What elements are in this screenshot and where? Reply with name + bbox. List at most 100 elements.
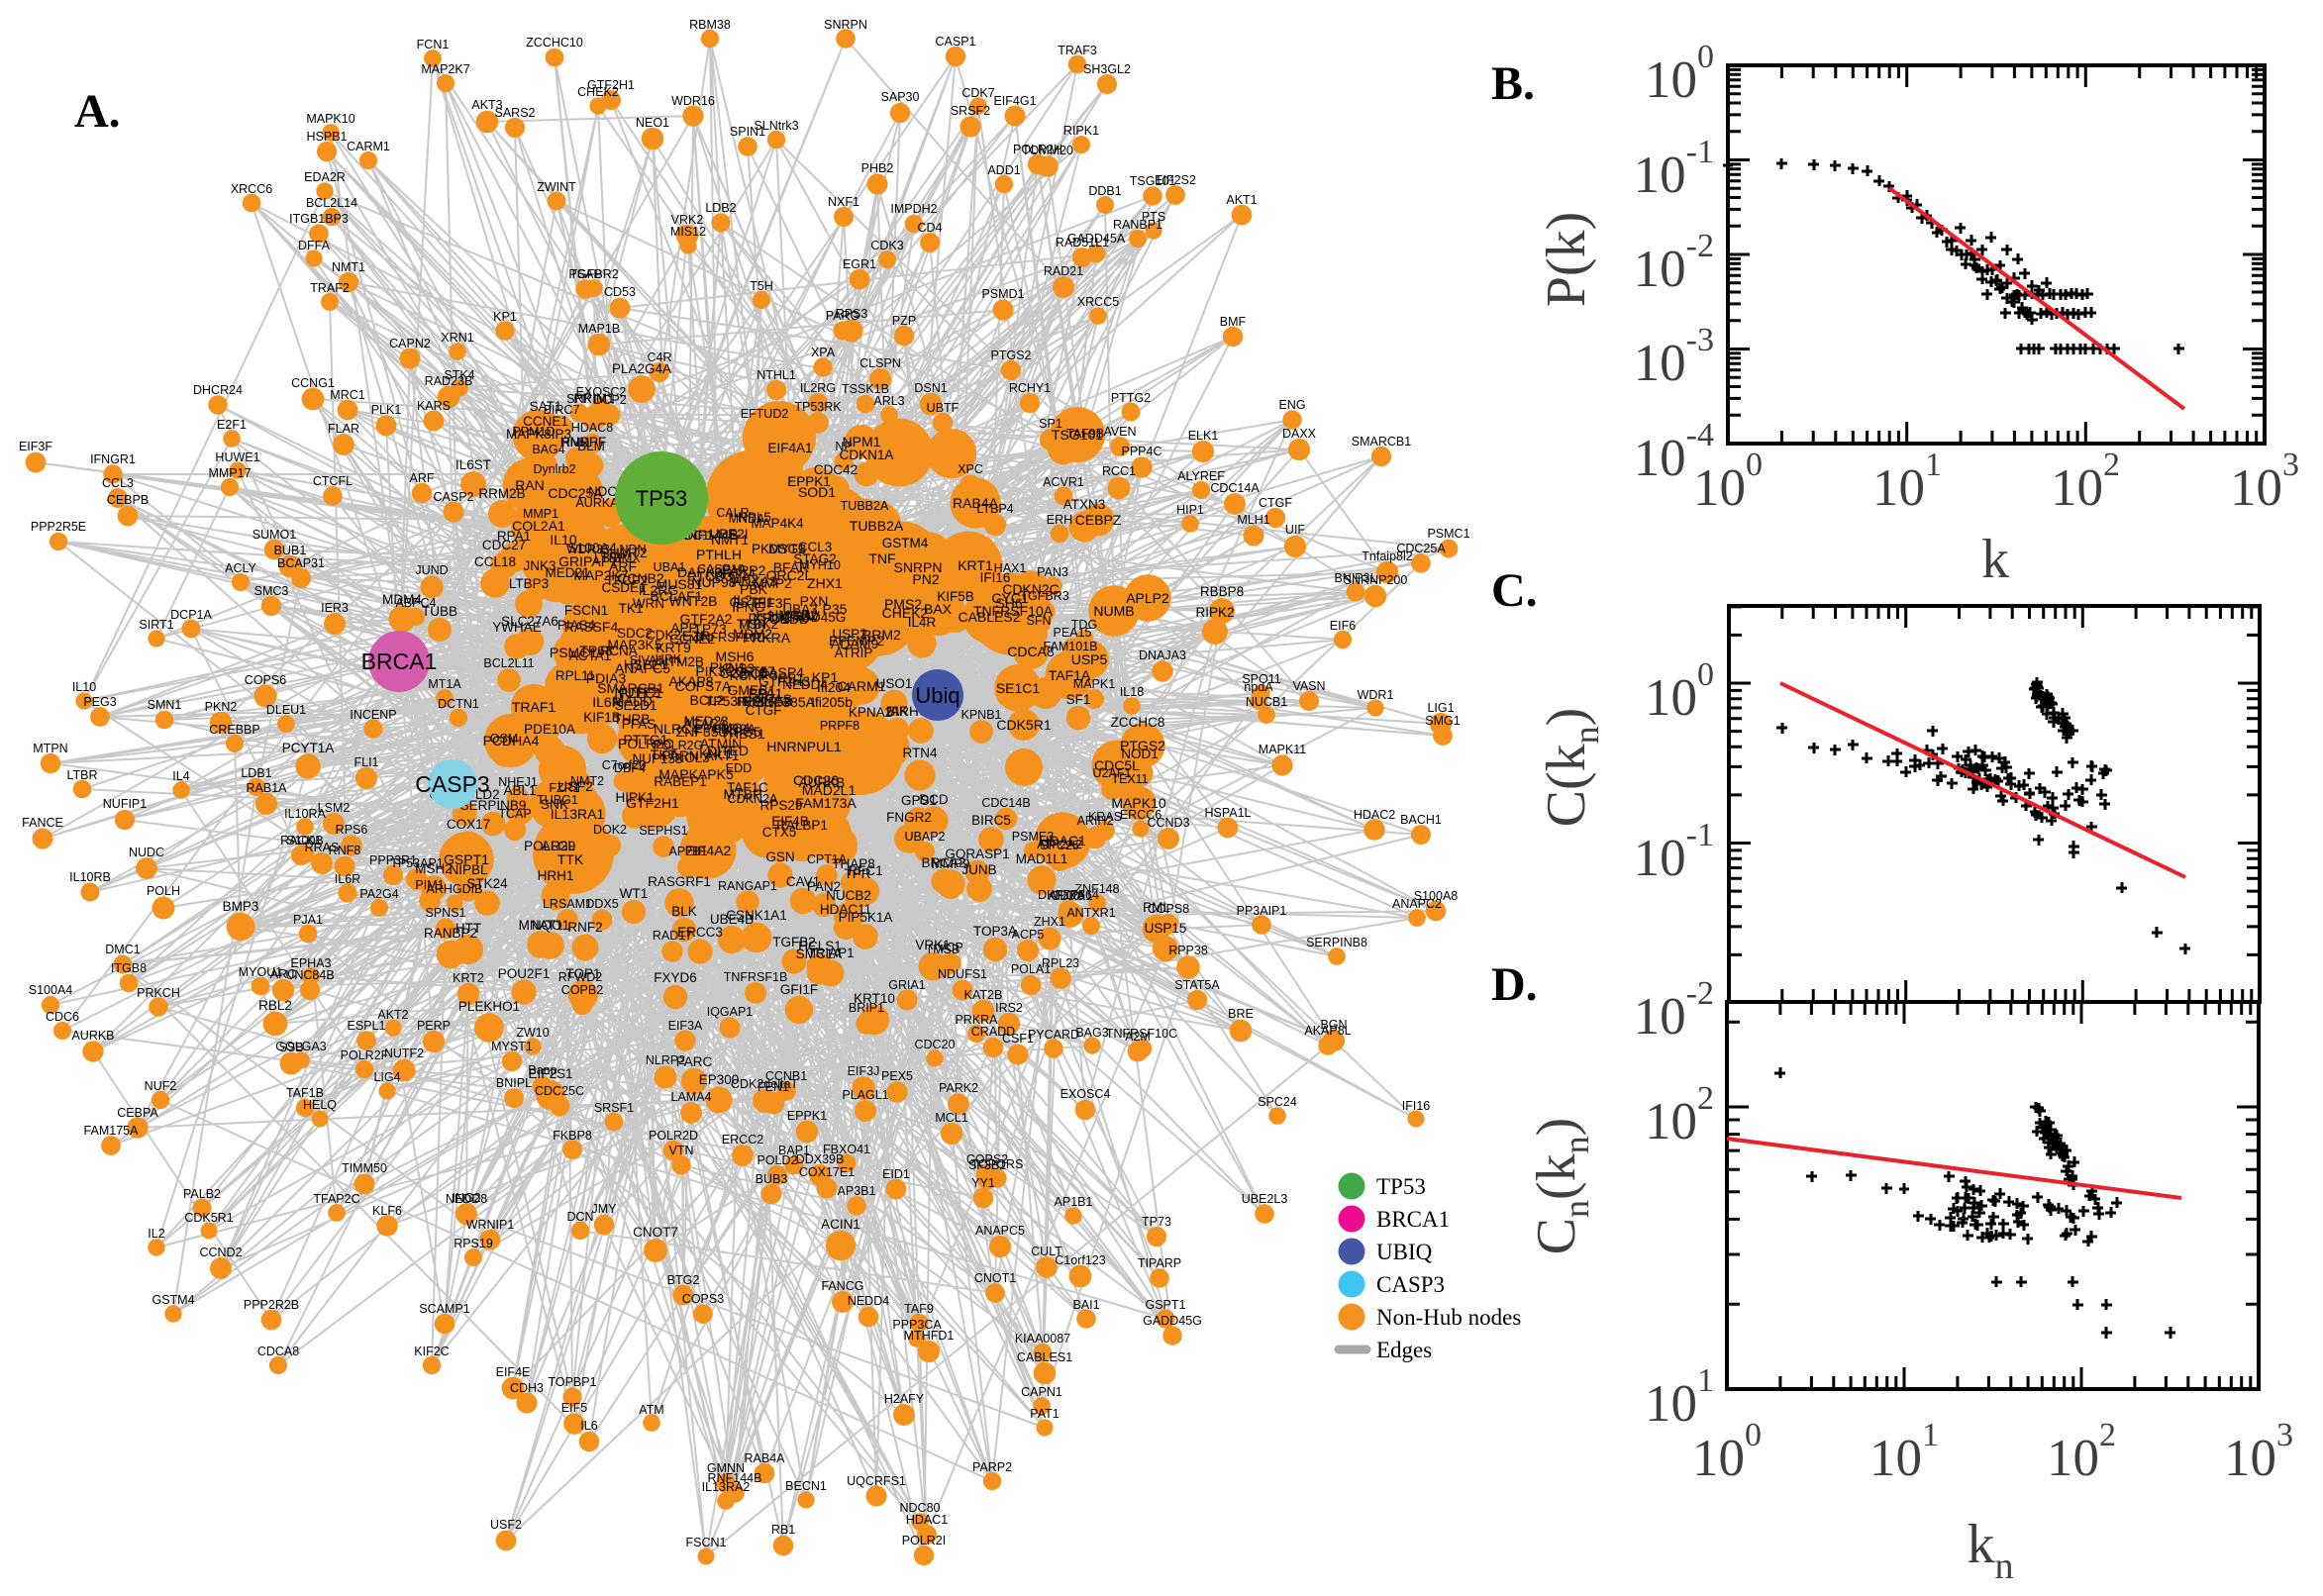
svg-text:KPNB1: KPNB1 <box>961 708 1002 722</box>
svg-text:POLR2D: POLR2D <box>649 1129 698 1143</box>
svg-text:GPS1: GPS1 <box>901 793 937 808</box>
svg-text:APOA1: APOA1 <box>1048 888 1092 903</box>
svg-text:PXN: PXN <box>800 593 829 609</box>
svg-text:TP73: TP73 <box>693 621 727 637</box>
svg-text:TNFRSF1B: TNFRSF1B <box>724 970 788 984</box>
svg-text:TOP1: TOP1 <box>565 966 600 981</box>
svg-text:PERP: PERP <box>417 1019 451 1033</box>
svg-text:PJA1: PJA1 <box>293 913 323 927</box>
svg-text:WDR16: WDR16 <box>671 94 715 108</box>
svg-text:PAT1: PAT1 <box>1030 1407 1059 1421</box>
svg-text:RPA1: RPA1 <box>497 529 531 544</box>
svg-text:TUBB: TUBB <box>422 604 457 619</box>
svg-text:S100A4: S100A4 <box>29 983 73 997</box>
svg-text:MTPN: MTPN <box>33 742 67 755</box>
svg-text:PLK1: PLK1 <box>371 403 402 417</box>
svg-text:BRCA2: BRCA2 <box>921 855 965 870</box>
svg-text:TOP3A: TOP3A <box>973 924 1017 939</box>
svg-text:JNK3: JNK3 <box>523 558 556 573</box>
svg-text:TGFBR2: TGFBR2 <box>569 267 618 281</box>
svg-text:NDC80: NDC80 <box>900 1501 941 1515</box>
svg-text:RIPK2: RIPK2 <box>1195 605 1234 620</box>
svg-text:MYOU1: MYOU1 <box>239 965 283 979</box>
svg-text:WRNIP1: WRNIP1 <box>466 1218 515 1232</box>
svg-text:CCND2: CCND2 <box>199 1246 242 1259</box>
svg-text:CARM1: CARM1 <box>347 140 390 153</box>
svg-text:NRAS: NRAS <box>755 692 792 707</box>
svg-text:A2M: A2M <box>1125 1030 1151 1044</box>
svg-text:CPT1A: CPT1A <box>807 852 848 866</box>
svg-text:MED21: MED21 <box>545 565 589 580</box>
svg-text:ZWINT: ZWINT <box>537 180 576 194</box>
svg-text:PKN2: PKN2 <box>205 700 238 714</box>
svg-text:BLK: BLK <box>671 904 697 919</box>
svg-text:IL10RA: IL10RA <box>284 807 326 821</box>
svg-text:CTGF: CTGF <box>746 703 782 718</box>
svg-text:NMT2: NMT2 <box>570 774 604 788</box>
svg-text:AKAP8: AKAP8 <box>668 673 713 689</box>
svg-text:CTX5: CTX5 <box>762 825 797 840</box>
svg-text:NP: NP <box>835 440 852 453</box>
svg-text:RPP38: RPP38 <box>1168 944 1208 957</box>
svg-text:AKT1: AKT1 <box>1226 193 1257 207</box>
svg-text:MAP2K7: MAP2K7 <box>573 567 628 583</box>
svg-text:PPP2R2B: PPP2R2B <box>244 1298 299 1312</box>
svg-text:UQCRFS1: UQCRFS1 <box>847 1474 906 1488</box>
svg-text:UBE4B: UBE4B <box>710 912 754 927</box>
svg-text:RAD17: RAD17 <box>653 929 692 943</box>
svg-text:DCD: DCD <box>919 792 948 807</box>
svg-text:RAB4A: RAB4A <box>745 1451 786 1465</box>
svg-text:SNRNP200: SNRNP200 <box>1344 573 1408 587</box>
svg-text:SPC24: SPC24 <box>1258 1095 1297 1109</box>
svg-text:EIF4A2: EIF4A2 <box>685 843 732 858</box>
svg-text:CDC25C: CDC25C <box>535 1084 584 1098</box>
svg-text:FAM101B: FAM101B <box>1044 640 1098 653</box>
svg-text:DLEU1: DLEU1 <box>266 703 306 717</box>
svg-text:TTK: TTK <box>557 851 584 867</box>
svg-text:POLR2F: POLR2F <box>341 1048 389 1062</box>
svg-text:EIF4G1: EIF4G1 <box>993 94 1036 108</box>
svg-text:DAPK3: DAPK3 <box>677 564 723 580</box>
svg-text:PARP2: PARP2 <box>722 562 766 578</box>
svg-text:DDX39B: DDX39B <box>796 1152 845 1166</box>
svg-text:IL6: IL6 <box>580 1419 597 1433</box>
svg-text:EXOSC4: EXOSC4 <box>1060 1087 1111 1101</box>
svg-text:BRCA1: BRCA1 <box>361 648 438 674</box>
svg-text:SERPINB9: SERPINB9 <box>460 798 527 813</box>
svg-text:CULT: CULT <box>1031 1245 1062 1258</box>
svg-text:IL2: IL2 <box>148 1227 164 1241</box>
svg-text:ABPC4: ABPC4 <box>396 596 437 610</box>
svg-text:FAM175A: FAM175A <box>84 1124 140 1138</box>
svg-text:CHEK2: CHEK2 <box>882 605 929 621</box>
svg-text:LSM2: LSM2 <box>318 801 351 815</box>
svg-text:TNFRSF10A: TNFRSF10A <box>973 603 1054 619</box>
svg-text:SMARCB1: SMARCB1 <box>1352 435 1411 449</box>
svg-text:BMP3: BMP3 <box>223 899 259 914</box>
svg-text:DCN: DCN <box>566 1210 593 1224</box>
svg-text:DCTN1: DCTN1 <box>438 697 479 711</box>
svg-text:PTTG2: PTTG2 <box>1111 391 1151 405</box>
svg-text:IFT57: IFT57 <box>740 664 774 679</box>
svg-text:BECN1: BECN1 <box>785 1479 827 1493</box>
svg-text:RAB1A: RAB1A <box>247 781 288 795</box>
svg-text:EIF4A1: EIF4A1 <box>767 441 812 455</box>
svg-text:BNIP3L: BNIP3L <box>1334 571 1376 585</box>
svg-text:LMO4: LMO4 <box>714 721 751 736</box>
svg-text:EPPK1: EPPK1 <box>787 474 831 489</box>
svg-text:CSDE1: CSDE1 <box>601 580 646 595</box>
svg-text:TK1: TK1 <box>619 601 644 616</box>
svg-text:DCP1A: DCP1A <box>170 608 212 622</box>
svg-text:PLAGL1: PLAGL1 <box>842 1088 888 1102</box>
svg-text:RPS29: RPS29 <box>760 798 803 813</box>
svg-text:TEX11: TEX11 <box>1111 772 1148 786</box>
svg-text:HAX1: HAX1 <box>994 561 1027 575</box>
svg-text:LIG4: LIG4 <box>373 1070 400 1084</box>
svg-text:SLC27A6: SLC27A6 <box>501 614 558 629</box>
svg-text:RFC1: RFC1 <box>848 863 882 878</box>
svg-text:PARC: PARC <box>676 1054 713 1069</box>
svg-text:EIF4B: EIF4B <box>771 814 809 829</box>
svg-text:CALR: CALR <box>716 506 749 520</box>
svg-text:KNL1: KNL1 <box>699 747 733 761</box>
svg-text:TAF9B: TAF9B <box>1066 427 1104 441</box>
svg-text:ALG9: ALG9 <box>542 839 576 853</box>
